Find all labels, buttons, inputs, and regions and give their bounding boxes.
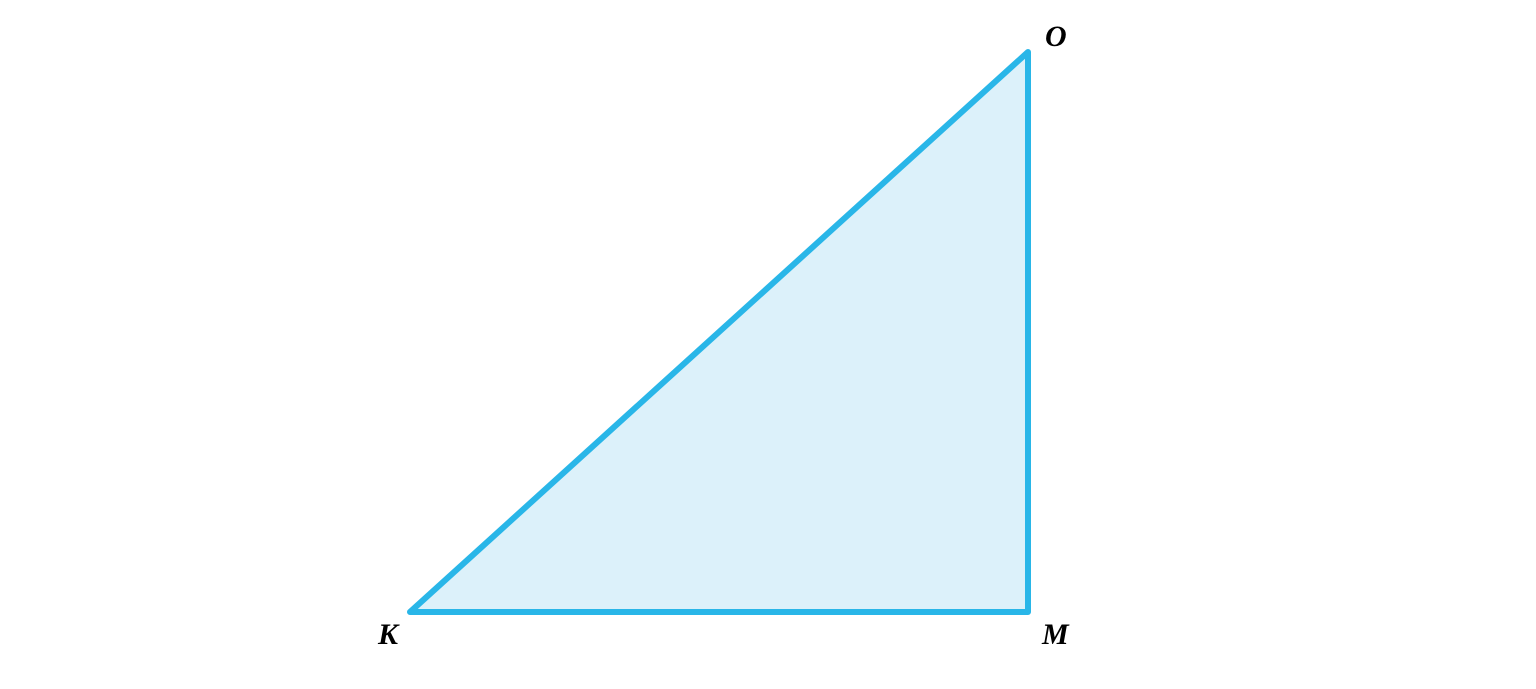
vertex-label-o: O [1045, 20, 1067, 54]
vertex-label-m: M [1042, 618, 1069, 652]
triangle-svg [0, 0, 1536, 684]
triangle-diagram: O K M [0, 0, 1536, 684]
triangle-shape [410, 52, 1028, 612]
vertex-label-k: K [378, 618, 398, 652]
